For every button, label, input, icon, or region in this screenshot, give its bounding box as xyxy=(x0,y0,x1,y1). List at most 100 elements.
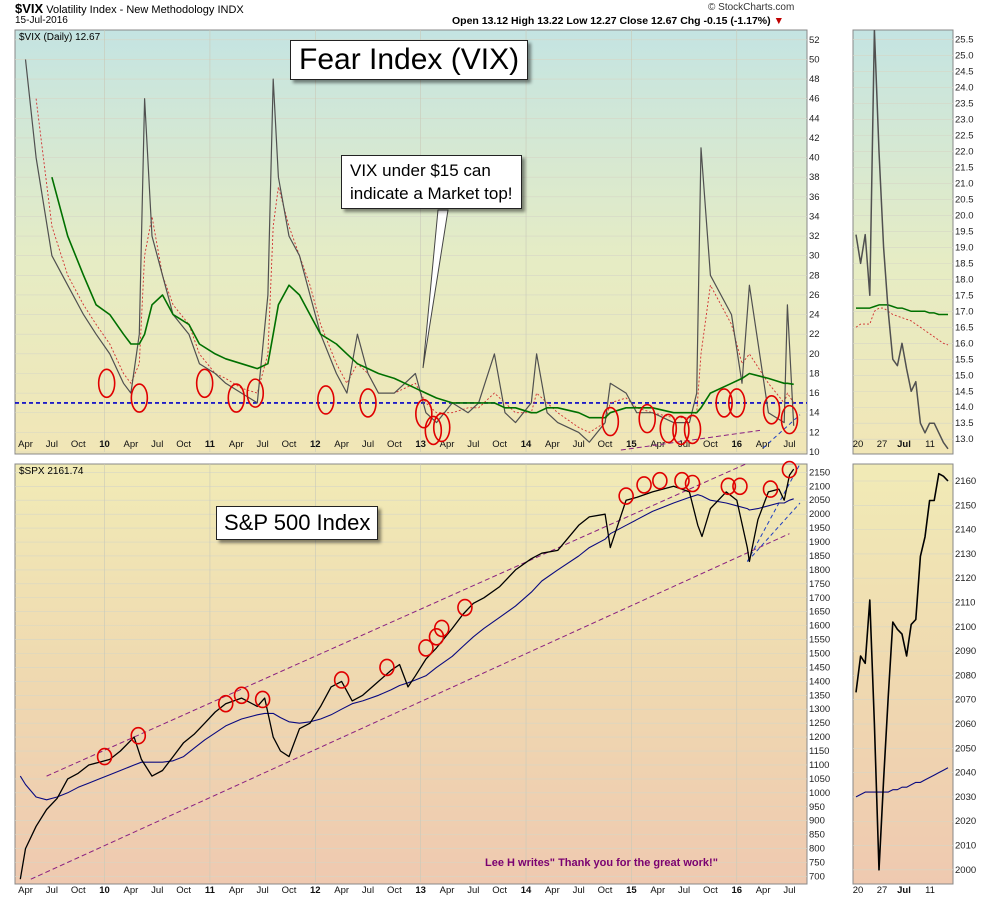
y-tick-label: 850 xyxy=(809,830,825,841)
y-tick-label: 2030 xyxy=(955,792,976,803)
y-tick-label: 19.5 xyxy=(955,226,974,237)
spx-highlight-circle xyxy=(254,690,271,709)
sp500-title: S&P 500 Index xyxy=(216,506,379,540)
vix-highlight-circle xyxy=(415,398,433,429)
x-axis-label: 16 xyxy=(731,885,742,896)
y-tick-label: 1950 xyxy=(809,523,830,534)
y-tick-label: 1850 xyxy=(809,551,830,562)
x-axis-label: Jul xyxy=(573,885,585,896)
spx-legend: $SPX 2161.74 xyxy=(19,466,84,477)
y-tick-label: 2040 xyxy=(955,768,976,779)
x-axis-label: Oct xyxy=(282,439,297,450)
spx-highlight-circle xyxy=(433,619,450,638)
vix-highlight-circle xyxy=(195,368,214,399)
x-axis-label: 14 xyxy=(521,439,532,450)
vix-highlight-circle xyxy=(432,412,451,443)
y-tick-label: 36 xyxy=(809,192,820,203)
x-axis-label: Apr xyxy=(18,439,33,450)
x-axis-label: 20 xyxy=(853,885,864,896)
y-tick-label: 950 xyxy=(809,802,825,813)
vix-highlight-circle xyxy=(317,385,335,415)
x-axis-label: 11 xyxy=(205,439,216,450)
tick-labels: 10 12 14 16 18 20 22 24 26 28 30 32 34 36 38 40 42 44 46 48… xyxy=(809,35,976,883)
y-tick-label: 1200 xyxy=(809,732,830,743)
header-exchange: INDX xyxy=(217,4,244,16)
x-axis-label: 27 xyxy=(877,885,888,896)
spx-zoom-panel-background xyxy=(852,463,954,885)
x-axis-label: 12 xyxy=(310,439,321,450)
spx-highlight-circle xyxy=(379,658,395,677)
watermark: © StockCharts.com xyxy=(708,2,795,13)
y-tick-label: 23.5 xyxy=(955,99,974,110)
spx-ma200-line xyxy=(19,494,794,801)
x-axis-label: 14 xyxy=(521,885,532,896)
y-tick-label: 16.5 xyxy=(955,322,974,333)
x-axis-label: 11 xyxy=(205,885,216,896)
x-axis-label: Jul xyxy=(467,439,479,450)
header-ohlc: Open 13.12 High 13.22 Low 12.27 Close 12… xyxy=(452,15,784,27)
x-axis-label: Oct xyxy=(598,885,613,896)
callout-pointer-shape xyxy=(422,209,449,369)
y-tick-label: 1800 xyxy=(809,565,830,576)
y-tick-label: 34 xyxy=(809,211,820,222)
x-axis-label: Apr xyxy=(756,439,771,450)
y-tick-label: 1050 xyxy=(809,774,830,785)
y-tick-label: 2010 xyxy=(955,841,976,852)
x-axis-label: Apr xyxy=(545,439,560,450)
y-tick-label: 46 xyxy=(809,94,820,105)
x-axis-label: Oct xyxy=(492,885,507,896)
y-tick-label: 2100 xyxy=(955,622,976,633)
vix-ma50-line xyxy=(35,98,795,433)
vix-highlight-circle xyxy=(359,388,377,418)
y-tick-label: 2000 xyxy=(955,865,976,876)
y-tick-label: 22.5 xyxy=(955,131,974,142)
fear-index-title: Fear Index (VIX) xyxy=(290,40,529,80)
x-axis-label: Jul xyxy=(257,885,269,896)
y-tick-label: 22.0 xyxy=(955,146,974,157)
x-axis-label: Oct xyxy=(176,885,191,896)
spx-highlight-circle xyxy=(233,686,250,705)
spx-zoom-ma200-line xyxy=(855,767,949,798)
y-tick-label: 24.0 xyxy=(955,83,974,94)
x-axis-label: Oct xyxy=(703,439,718,450)
spx-panel-background xyxy=(14,463,808,885)
y-tick-label: 800 xyxy=(809,844,825,855)
y-tick-label: 14.5 xyxy=(955,386,974,397)
y-tick-label: 19.0 xyxy=(955,242,974,253)
vix-zoom-price-line xyxy=(855,30,949,450)
x-axis-label: 16 xyxy=(731,439,742,450)
x-axis-label: 15 xyxy=(626,439,637,450)
credit-note: Lee H writes" Thank you for the great wo… xyxy=(485,857,718,869)
x-axis-label: Apr xyxy=(545,885,560,896)
vix-note-line2: indicate a Market top! xyxy=(350,184,513,203)
vix-note: VIX under $15 can indicate a Market top! xyxy=(341,155,522,209)
y-tick-label: 2000 xyxy=(809,509,830,520)
x-axis-label: Jul xyxy=(362,439,374,450)
spx-highlight-circle xyxy=(732,477,748,496)
spx-highlight-circle xyxy=(457,598,473,617)
series-lines xyxy=(19,30,949,880)
y-tick-label: 2140 xyxy=(955,525,976,536)
y-tick-label: 48 xyxy=(809,74,820,85)
y-tick-label: 20.5 xyxy=(955,194,974,205)
x-axis-label: Jul xyxy=(151,439,163,450)
y-tick-label: 700 xyxy=(809,871,825,882)
x-axis-label: Jul xyxy=(897,439,911,450)
x-axis-label: Apr xyxy=(18,885,33,896)
vix-highlight-circle xyxy=(227,383,246,413)
y-tick-label: 16 xyxy=(809,388,820,399)
x-axis-label: Apr xyxy=(334,439,349,450)
x-axis-labels: Apr Apr Jul Jul Oct Oct 10 10 Apr Apr Jul Jul Oct Oct… xyxy=(18,439,935,896)
y-tick-label: 17.0 xyxy=(955,306,974,317)
spx-highlight-circle xyxy=(217,694,234,713)
y-tick-label: 2090 xyxy=(955,646,976,657)
y-tick-label: 15.0 xyxy=(955,370,974,381)
y-tick-label: 1000 xyxy=(809,788,830,799)
y-tick-label: 13.5 xyxy=(955,418,974,429)
vix-highlight-circle xyxy=(601,406,620,437)
y-tick-label: 1900 xyxy=(809,537,830,548)
y-tick-label: 32 xyxy=(809,231,820,242)
vix-highlight-circle xyxy=(780,404,799,435)
highlight-circles xyxy=(96,368,799,766)
x-axis-label: Apr xyxy=(440,885,455,896)
